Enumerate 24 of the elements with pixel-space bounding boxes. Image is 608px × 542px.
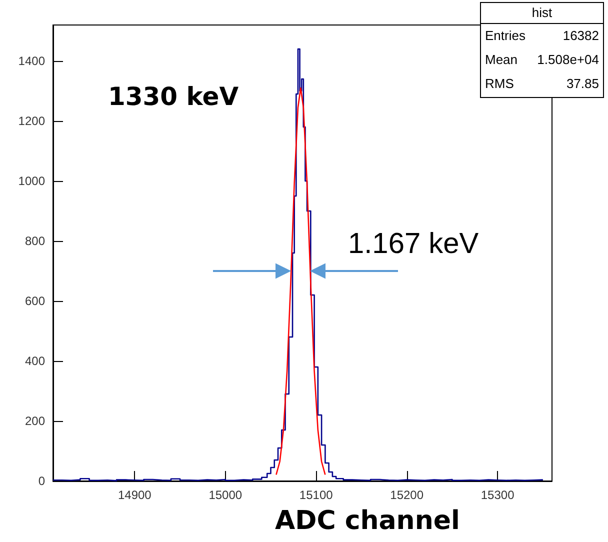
y-tick-label: 1000 bbox=[18, 174, 46, 188]
annotation: 1.508e+04 bbox=[537, 51, 599, 69]
x-axis-title: ADC channel bbox=[275, 506, 460, 536]
text: hist bbox=[481, 3, 603, 24]
x-tick-label: 14900 bbox=[118, 488, 152, 502]
y-tick-label: 400 bbox=[24, 354, 46, 368]
y-tick-label: 0 bbox=[38, 474, 46, 488]
annotation: Mean bbox=[485, 51, 518, 69]
x-tick-label: 15200 bbox=[390, 488, 424, 502]
x-tick-label: 15300 bbox=[480, 488, 515, 502]
annotation: Entries bbox=[485, 27, 526, 45]
text: 16382 bbox=[562, 27, 599, 45]
y-tick-label: 800 bbox=[24, 234, 46, 248]
annotation: RMS bbox=[485, 75, 514, 93]
annotation: 1330 keV bbox=[108, 82, 239, 111]
line-series bbox=[276, 87, 326, 476]
text: 37.85 bbox=[566, 75, 599, 93]
annotation: 1.167 keV bbox=[348, 228, 479, 261]
y-tick-label: 1200 bbox=[18, 114, 46, 128]
y-tick-label: 1400 bbox=[18, 54, 46, 68]
x-tick-label: 15100 bbox=[299, 488, 334, 502]
x-tick-label: 15000 bbox=[208, 488, 242, 502]
y-tick-label: 600 bbox=[24, 294, 46, 308]
y-tick-label: 200 bbox=[24, 414, 46, 428]
